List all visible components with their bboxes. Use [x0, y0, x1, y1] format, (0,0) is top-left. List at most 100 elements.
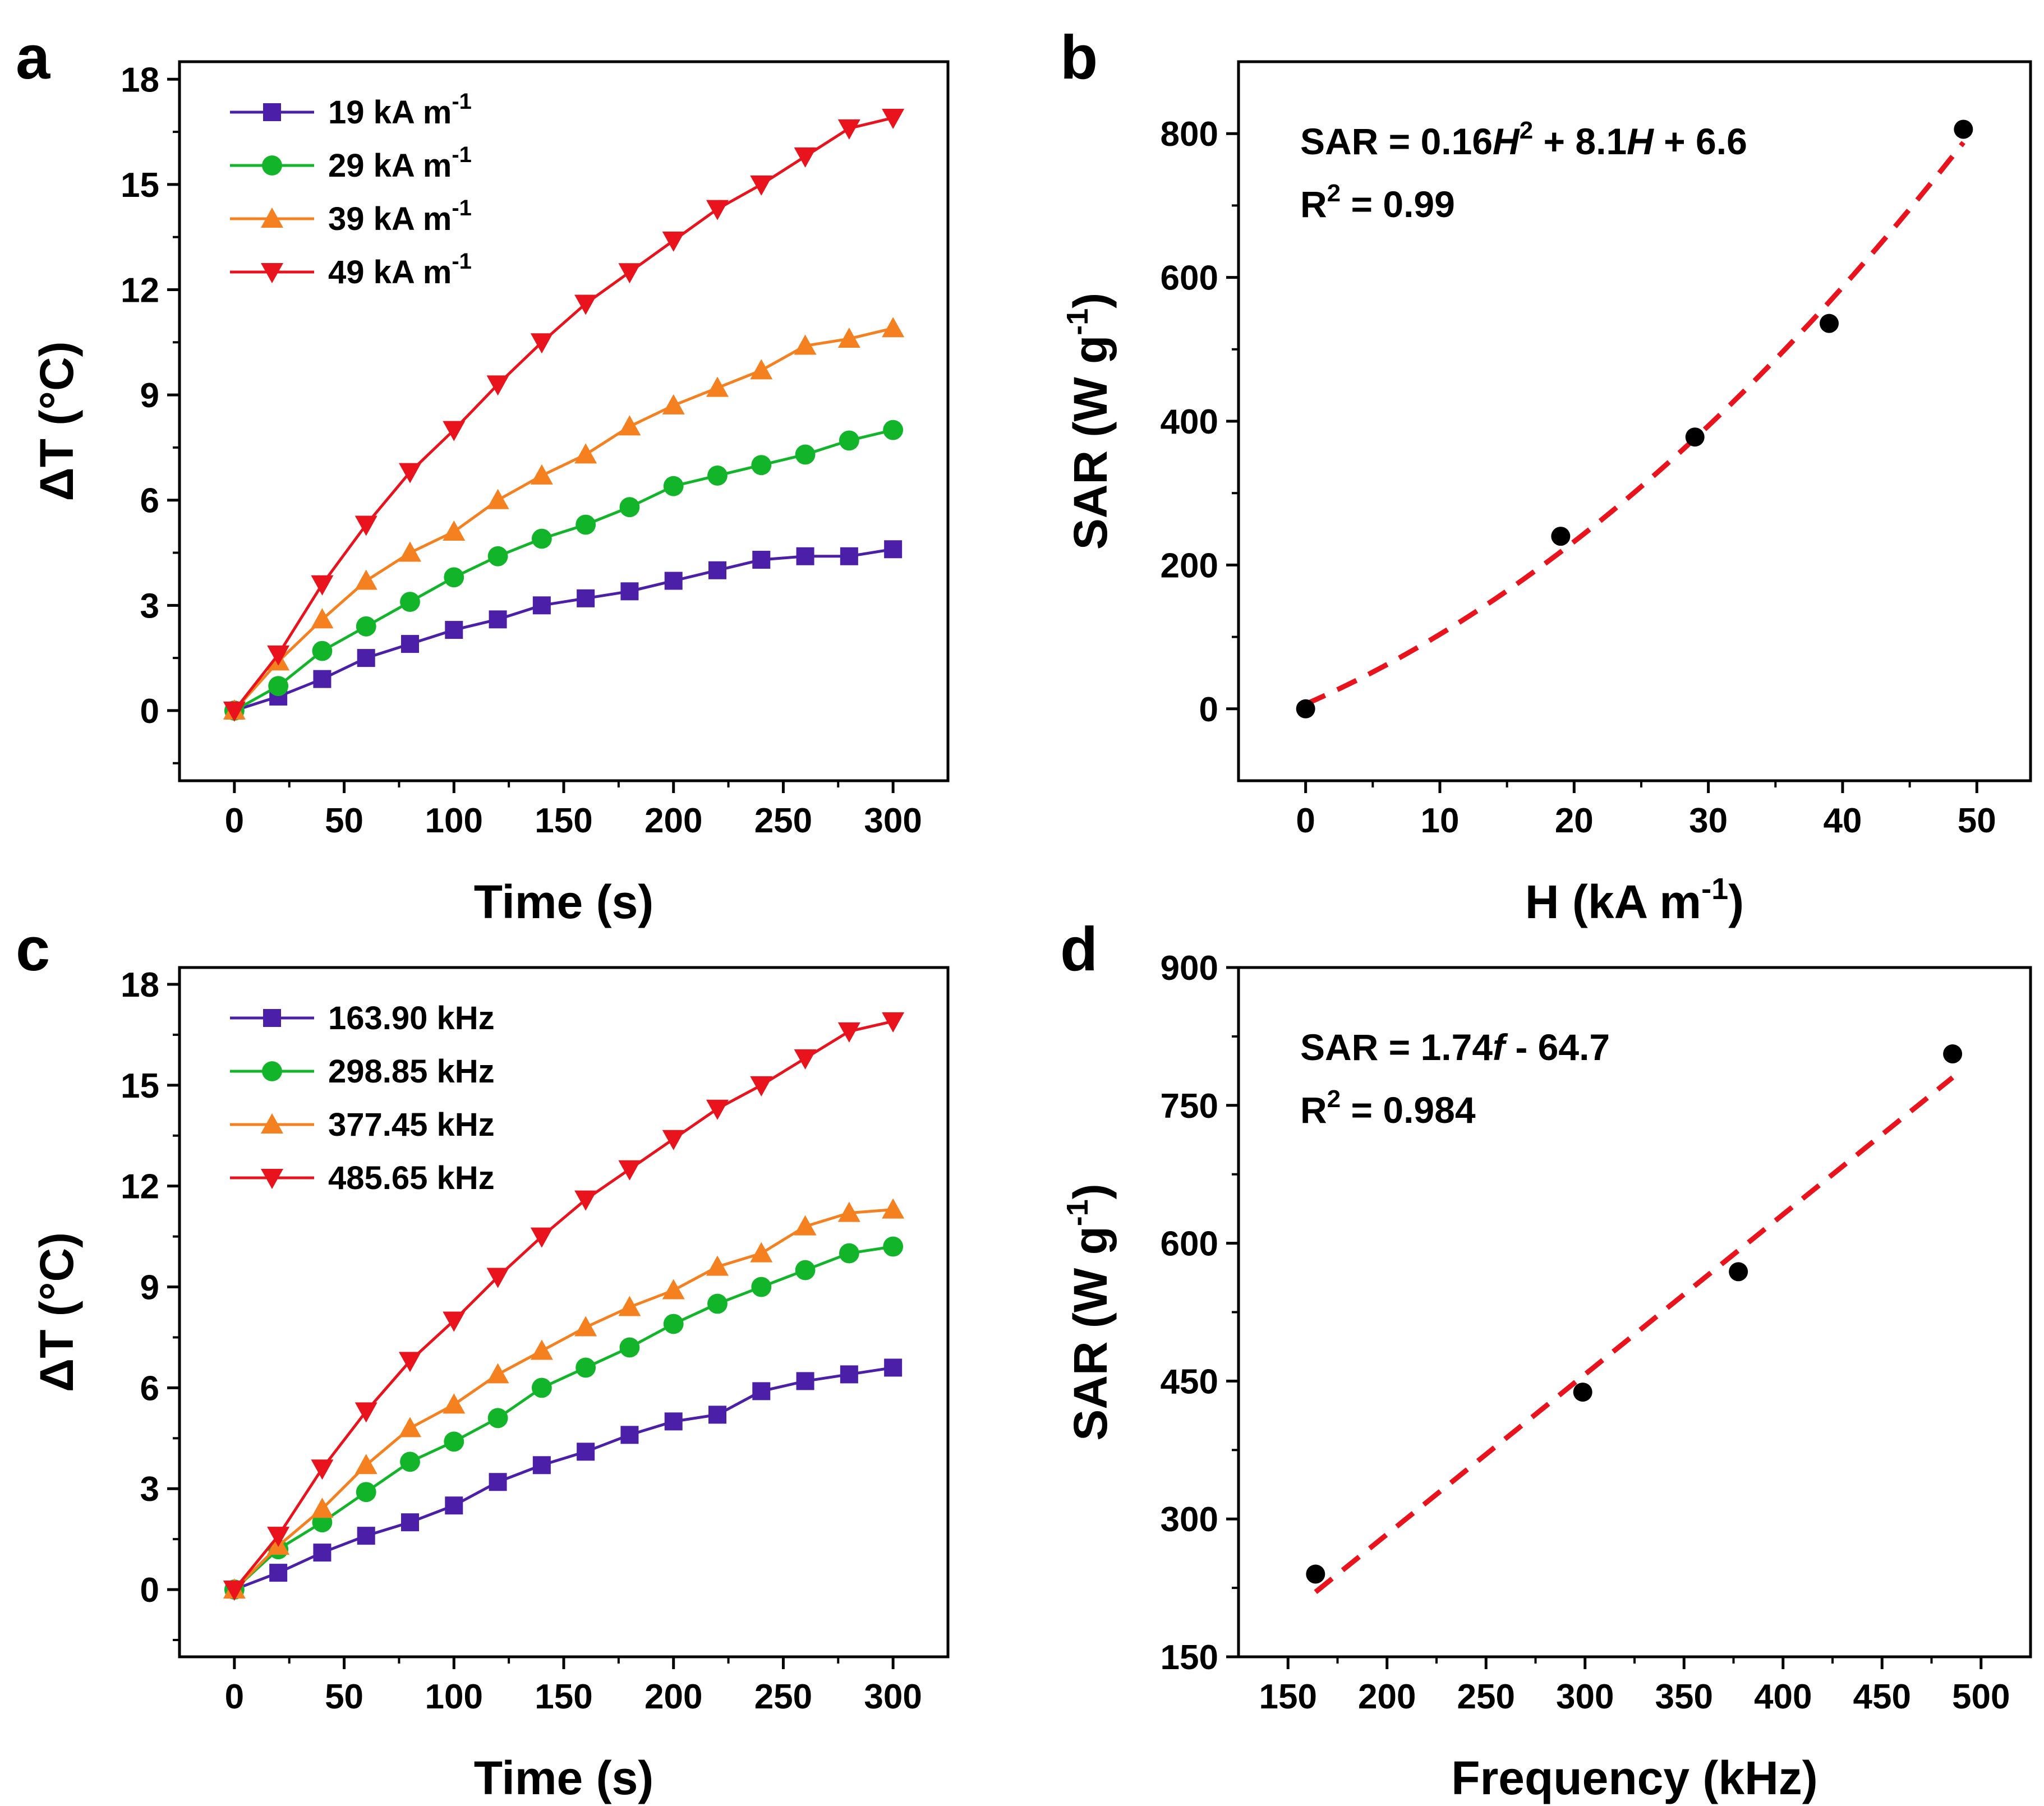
data-point — [1943, 1044, 1963, 1064]
data-point — [532, 596, 551, 615]
data-point — [576, 1357, 596, 1378]
data-point — [1954, 119, 1973, 139]
x-tick-label: 0 — [225, 801, 244, 840]
data-point — [487, 546, 508, 566]
series-line — [234, 547, 894, 712]
data-point — [313, 1544, 332, 1562]
data-point — [1573, 1383, 1592, 1402]
y-axis-title-main: SAR (W g — [1064, 335, 1117, 550]
legend-label: 163.90 kHz — [328, 1000, 495, 1036]
y-tick-label: 0 — [140, 692, 159, 731]
fit-equation: SAR = 0.16H2 + 8.1H + 6.6 — [1300, 117, 1747, 162]
data-point — [401, 635, 419, 653]
data-point — [706, 1255, 729, 1276]
data-point — [618, 263, 641, 284]
y-tick-label: 150 — [1161, 1638, 1218, 1677]
chart-panel-c: 0 50 100 150 200 250 300 0 3 6 9 12 15 18 163.90 kHz 29… — [30, 966, 950, 1804]
data-point — [530, 1339, 553, 1360]
data-point — [574, 443, 597, 464]
data-point — [840, 1365, 858, 1384]
x-tick-label: 50 — [325, 1678, 363, 1716]
data-point — [223, 701, 246, 722]
data-point — [882, 109, 905, 130]
data-point — [531, 528, 552, 549]
y-tick-label: 900 — [1161, 949, 1218, 988]
x-axis-title-sup: -1 — [1701, 872, 1728, 906]
data-point — [795, 444, 816, 465]
y-axis-title: ΔT (°C) — [30, 1232, 83, 1392]
data-point — [1296, 699, 1315, 718]
data-point — [357, 649, 375, 667]
x-tick-label: 100 — [425, 1678, 483, 1716]
data-point — [618, 1296, 641, 1316]
data-point — [400, 592, 420, 612]
y-tick-label: 300 — [1161, 1500, 1218, 1539]
x-axis-title: H (kA m-1) — [1525, 872, 1744, 928]
data-point — [445, 621, 463, 639]
series-2 — [224, 420, 904, 721]
data-point — [399, 463, 421, 483]
legend-marker — [261, 208, 283, 228]
series-1 — [225, 540, 903, 720]
legend-label: 377.45 kHz — [328, 1107, 495, 1143]
x-tick-label: 200 — [644, 1678, 702, 1716]
equation-part: SAR = 0.16 — [1300, 121, 1493, 162]
x-tick-label: 150 — [535, 1678, 592, 1716]
y-axis-title-end: ) — [1064, 293, 1117, 308]
data-point — [489, 1473, 507, 1491]
x-tick-label: 100 — [425, 801, 483, 840]
data-point — [664, 1412, 683, 1431]
data-point — [311, 1459, 334, 1480]
fit-line — [1304, 141, 1965, 707]
data-point — [312, 641, 333, 661]
x-tick-label: 200 — [644, 801, 702, 840]
x-tick-label: 10 — [1420, 801, 1459, 840]
data-point — [443, 421, 466, 441]
data-point — [1729, 1262, 1748, 1282]
data-point — [267, 1527, 290, 1547]
x-axis-title-end: ) — [1728, 876, 1744, 928]
data-point — [751, 1277, 772, 1297]
data-point — [706, 1099, 729, 1120]
data-point — [357, 1527, 375, 1545]
data-point — [620, 582, 639, 601]
y-axis-title: ΔT (°C) — [30, 341, 83, 501]
data-point — [532, 1456, 551, 1475]
y-tick-label: 15 — [121, 166, 159, 205]
x-tick-label: 20 — [1555, 801, 1594, 840]
data-point — [662, 1130, 685, 1150]
data-point — [223, 1581, 246, 1601]
x-tick-label: 500 — [1952, 1678, 2010, 1716]
data-point — [269, 1564, 288, 1582]
data-point — [882, 317, 905, 338]
data-point — [1551, 527, 1571, 546]
y-tick-label: 450 — [1161, 1362, 1218, 1401]
x-tick-label: 150 — [535, 801, 592, 840]
series-line — [233, 1366, 894, 1591]
data-point — [752, 1382, 771, 1400]
y-tick-label: 3 — [140, 1470, 159, 1509]
r-squared-value: = 0.984 — [1341, 1089, 1476, 1131]
legend: 163.90 kHz 298.85 kHz 377.45 kHz 485.65 kHz — [230, 1000, 495, 1196]
x-tick-label: 200 — [1358, 1678, 1416, 1716]
data-point — [311, 608, 334, 629]
chart-panel-d: 150 200 250 300 350 400 450 500 150 300 450 600 750 9… — [1061, 949, 2032, 1804]
legend-marker — [261, 1113, 283, 1134]
data-point — [882, 1198, 905, 1219]
x-tick-label: 300 — [1556, 1678, 1614, 1716]
data-point — [750, 359, 773, 380]
y-tick-label: 400 — [1161, 403, 1218, 441]
x-axis-title: Frequency (kHz) — [1451, 1752, 1817, 1804]
data-point — [399, 541, 421, 562]
equation-part: SAR = 1.74 — [1300, 1026, 1493, 1068]
data-point — [707, 1293, 728, 1314]
data-point — [706, 200, 729, 220]
y-tick-label: 600 — [1161, 1225, 1218, 1264]
y-tick-label: 18 — [121, 966, 159, 1005]
legend-label-sup: -1 — [452, 196, 472, 220]
data-point — [752, 551, 771, 569]
r-squared-main: R — [1300, 183, 1327, 225]
y-axis-title-sup: -1 — [1061, 1199, 1094, 1226]
